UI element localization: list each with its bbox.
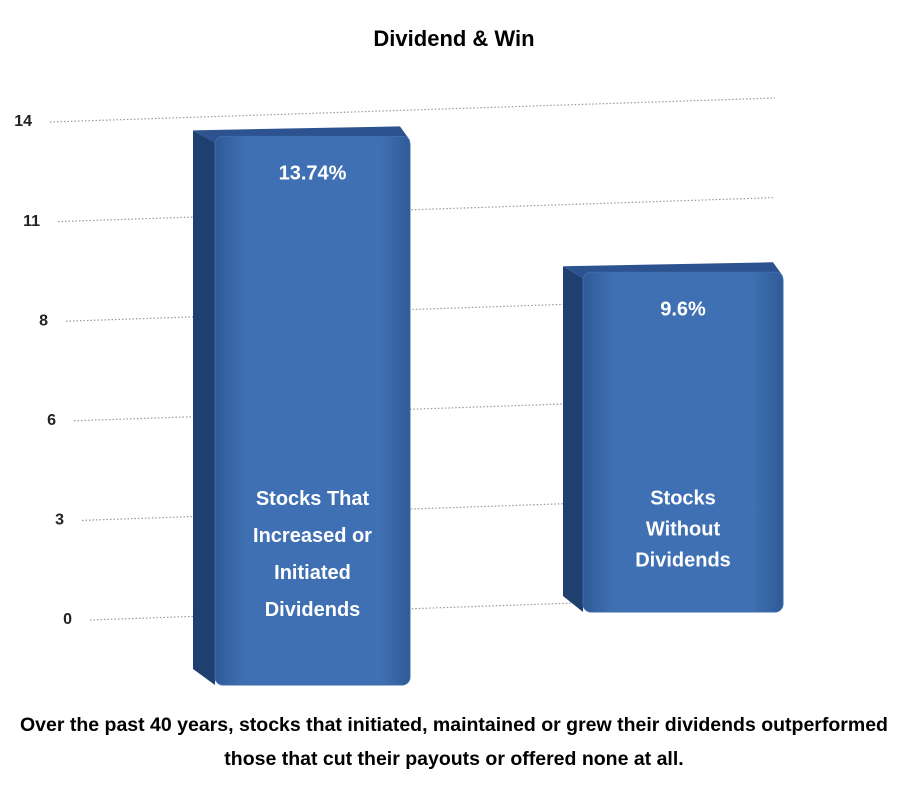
caption: Over the past 40 years, stocks that init… [20,714,888,770]
value-label: 13.74% [279,163,347,185]
chart-title: Dividend & Win [373,26,534,51]
grid-line [49,97,776,123]
grid-line [57,197,776,223]
bar [214,135,411,686]
category-label: Stocks Without Dividends [635,487,731,572]
bar [582,271,784,613]
y-tick-label: 6 [47,412,56,429]
bar-side [563,266,583,612]
category-label: Stocks That Increased or Initiated Divid… [253,488,372,621]
y-tick-label: 3 [55,512,64,529]
y-tick-label: 14 [14,113,32,130]
y-tick-label: 8 [39,312,48,329]
value-label: 9.6% [660,299,706,321]
y-tick-label: 11 [23,213,40,230]
y-tick-label: 0 [63,611,72,628]
bar-side [193,130,215,685]
grid-line [65,296,776,322]
